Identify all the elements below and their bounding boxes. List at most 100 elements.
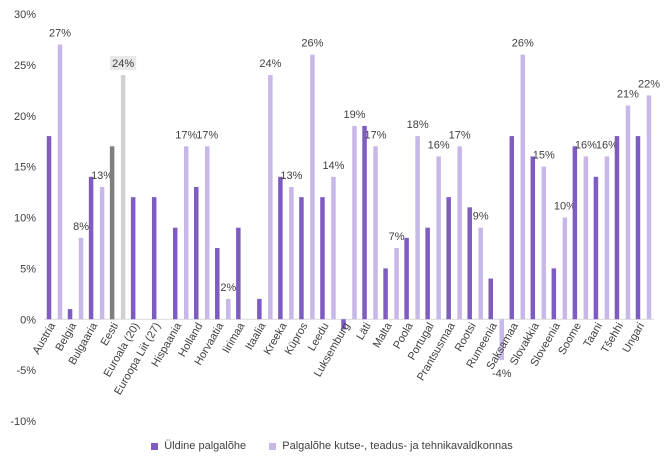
bar-series-2 [331,176,336,320]
y-tick-label: 5% [20,263,36,275]
data-label: 22% [638,78,660,90]
data-label: 16% [575,139,597,151]
y-tick-label: -5% [16,365,36,377]
bar-series-1 [467,207,472,320]
y-tick-label: 30% [14,9,36,21]
bar-series-1 [236,227,241,320]
bar-series-1 [488,278,493,320]
bar-series-1 [215,248,220,320]
legend-item-series-1: Üldine palgalõhe [151,440,246,452]
bar-series-1 [383,268,388,320]
bar-series-2 [99,186,105,320]
data-label: 24% [112,58,134,70]
data-label: 7% [389,231,405,243]
bar-series-2 [520,54,526,320]
data-label: 27% [49,28,71,40]
data-label: 2% [220,282,236,294]
y-tick-label: -10% [10,416,36,428]
bar-series-2 [415,136,420,320]
data-label: 18% [407,119,429,131]
legend-swatch-series-1 [151,442,159,450]
data-label: 26% [512,38,534,50]
bar-series-1 [341,319,346,330]
bar-series-1 [530,156,536,320]
legend-item-series-2: Palgalõhe kutse-, teadus- ja tehnikavald… [269,440,513,452]
bar-series-2 [436,156,441,320]
bar-series-2 [289,186,294,320]
data-label: -4% [492,368,512,380]
bar-series-1 [614,136,620,320]
data-label: 26% [301,38,323,50]
data-label: 24% [259,58,281,70]
y-tick-label: 15% [14,162,36,174]
bar-series-2 [541,166,547,320]
legend-label-series-1: Üldine palgalõhe [164,440,247,453]
data-label: 19% [343,109,365,121]
data-label: 14% [322,160,344,172]
bar-series-1 [172,227,178,320]
y-tick-label: 10% [14,213,36,225]
bar-series-1 [572,146,578,320]
bar-series-1 [278,176,283,320]
bar-series-1 [509,136,515,320]
bar-series-1 [88,176,94,320]
data-label: 13% [280,170,302,182]
legend-swatch-series-2 [269,442,277,450]
bar-series-2 [78,237,84,320]
bar-series-1 [551,268,557,320]
bar-series-2 [604,156,610,320]
bar-series-1 [257,298,262,320]
data-label: 9% [473,211,489,223]
bar-series-2 [226,298,231,320]
bar-series-1 [130,197,136,320]
bar-series-1 [151,197,157,320]
chart-legend: Üldine palgalõhe Palgalõhe kutse-, teadu… [0,440,664,452]
data-label: 17% [449,129,471,141]
bar-series-1 [362,125,367,320]
legend-label-series-2: Palgalõhe kutse-, teadus- ja tehnikavald… [282,440,513,453]
bar-series-1 [593,176,599,320]
y-tick-label: 25% [14,60,36,72]
bar-series-1 [299,197,304,320]
bar-series-2 [120,75,126,320]
data-label: 17% [196,129,218,141]
data-label: 16% [428,139,450,151]
bar-series-2 [457,146,462,320]
data-label: 17% [175,129,197,141]
bar-series-1 [46,136,52,320]
bar-series-2 [499,319,504,360]
data-label: 10% [554,201,576,213]
data-label: 17% [365,129,387,141]
data-label: 21% [617,89,639,101]
bar-series-1 [446,197,451,320]
data-label: 13% [91,170,113,182]
data-label: 15% [533,150,555,162]
bar-series-2 [310,54,315,320]
y-tick-label: 20% [14,111,36,123]
x-tick-label: Iirimaa [221,320,248,355]
bar-series-1 [425,227,430,320]
data-label-highlight-bg [110,56,137,71]
bar-series-1 [67,309,73,320]
bar-series-2 [562,217,568,320]
bar-series-2 [394,248,399,320]
bar-series-2 [646,95,652,320]
bar-chart: -10%-5%0%5%10%15%20%25%30%27%Austria8%Be… [10,9,660,428]
data-label: 8% [73,221,89,233]
bar-series-2 [268,75,273,320]
bar-series-1 [194,186,199,320]
bar-series-2 [625,105,631,320]
y-tick-label: 0% [20,314,36,326]
bar-series-1 [109,146,115,320]
bar-series-2 [352,125,357,320]
x-tick-label: Läti [354,321,373,342]
bar-series-2 [57,44,63,320]
data-label: 16% [596,139,618,151]
bar-series-2 [478,227,483,320]
bar-series-2 [583,156,589,320]
bar-series-1 [320,197,325,320]
bar-series-2 [183,146,189,320]
bar-series-1 [635,136,641,320]
bar-series-1 [404,237,409,320]
bar-series-2 [373,146,378,320]
